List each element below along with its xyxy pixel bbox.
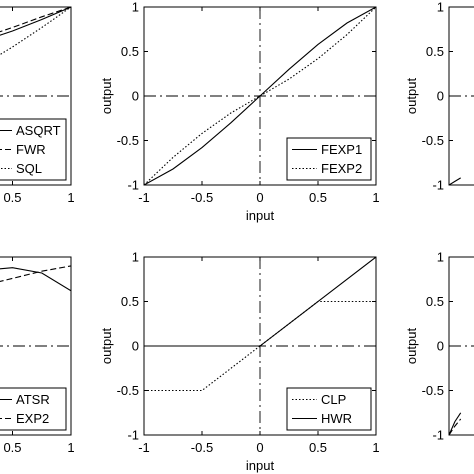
x-tick-label: 0 [256, 440, 263, 455]
legend-label: FEXP2 [321, 161, 362, 176]
x-axis-label: input [246, 208, 275, 223]
series-line-unlabeled [449, 418, 462, 435]
y-axis-label: output [99, 78, 114, 115]
y-tick-label: 0.5 [426, 44, 444, 59]
y-tick-label: 0.5 [426, 294, 444, 309]
y-tick-label: -0.5 [422, 383, 444, 398]
series-line-fexp1 [144, 7, 376, 185]
panel-top-right: 1 0.5 0 -0.5 -1 output [404, 0, 474, 193]
x-tick-label: 0 [256, 190, 263, 205]
x-tick-label: 0.5 [3, 440, 21, 455]
x-tick-label: 0.5 [309, 190, 327, 205]
series-line-clp [144, 300, 376, 392]
x-tick-label: -1 [138, 190, 150, 205]
legend-label: SQL [16, 161, 42, 176]
y-tick-label: 1 [437, 0, 444, 15]
y-tick-label: -1 [127, 428, 139, 443]
x-tick-label: 1 [67, 190, 74, 205]
legend-label: FWR [16, 142, 46, 157]
series-line-hwr [144, 257, 376, 347]
legend-label: ASQRT [16, 123, 61, 138]
y-tick-label: 0 [132, 89, 139, 104]
y-tick-label: -0.5 [117, 133, 139, 148]
x-tick-label: 1 [372, 190, 379, 205]
series-line-fexp2 [144, 7, 376, 185]
x-tick-label: -1 [138, 440, 150, 455]
legend: ATSR EXP2 [0, 387, 67, 431]
legend-label: ATSR [16, 392, 50, 407]
y-tick-label: 0.5 [121, 44, 139, 59]
legend-label: HWR [321, 411, 352, 426]
x-tick-label: 0.5 [309, 440, 327, 455]
axes-box [0, 6, 72, 186]
series-line-asqrt [0, 7, 71, 36]
panel-bottom-right: 1 0.5 0 -0.5 -1 output [404, 250, 474, 443]
x-axis-label: input [246, 458, 275, 473]
y-tick-label: 1 [437, 250, 444, 265]
legend: ASQRT FWR SQL [0, 118, 67, 181]
series-line-exp2 [0, 265, 71, 282]
y-tick-label: -0.5 [422, 133, 444, 148]
y-tick-label: 0.5 [121, 294, 139, 309]
legend-label: EXP2 [16, 411, 49, 426]
series-line-fwr [0, 7, 71, 33]
series-line-unlabeled [449, 177, 461, 185]
y-tick-label: 0 [437, 339, 444, 354]
panel-top-center: -1 -0.5 0 0.5 110.50-0.5-1inputoutputFEXP1FE… [99, 0, 380, 223]
y-tick-label: -1 [432, 428, 444, 443]
y-axis-label: output [404, 78, 419, 115]
legend-box [0, 387, 67, 431]
x-tick-label: 1 [372, 440, 379, 455]
panel-bottom-center: -1 -0.5 0 0.5 1 1 0.5 0 -0.5 -1 input output CLP HWR [99, 250, 380, 474]
panel-top-left: 0.5 1 ASQRT FWR SQL [0, 6, 75, 205]
series-line-atsr [0, 267, 71, 292]
y-tick-label: 0 [132, 339, 139, 354]
legend-label: FEXP1 [321, 142, 362, 157]
y-tick-label: 0 [437, 89, 444, 104]
y-tick-label: -1 [127, 178, 139, 193]
legend-box [286, 387, 372, 431]
axes-box [0, 256, 72, 436]
x-tick-label: -0.5 [191, 190, 213, 205]
series-line-unlabeled [449, 412, 462, 435]
y-axis-label: output [99, 328, 114, 365]
y-tick-label: -0.5 [117, 383, 139, 398]
y-axis-label: output [404, 328, 419, 365]
legend: CLP HWR [286, 387, 372, 431]
x-tick-label: -0.5 [191, 440, 213, 455]
panel-bottom-left: 0.5 1 ATSR EXP2 [0, 256, 75, 455]
legend: FEXP1 FEXP2 [286, 137, 372, 181]
x-tick-label: 1 [67, 440, 74, 455]
legend-box [286, 137, 372, 181]
y-tick-label: 1 [132, 250, 139, 265]
y-tick-label: 1 [132, 0, 139, 15]
x-tick-label: 0.5 [3, 190, 21, 205]
y-tick-label: -1 [432, 178, 444, 193]
legend-label: CLP [321, 392, 346, 407]
series-line-sql [0, 7, 71, 56]
